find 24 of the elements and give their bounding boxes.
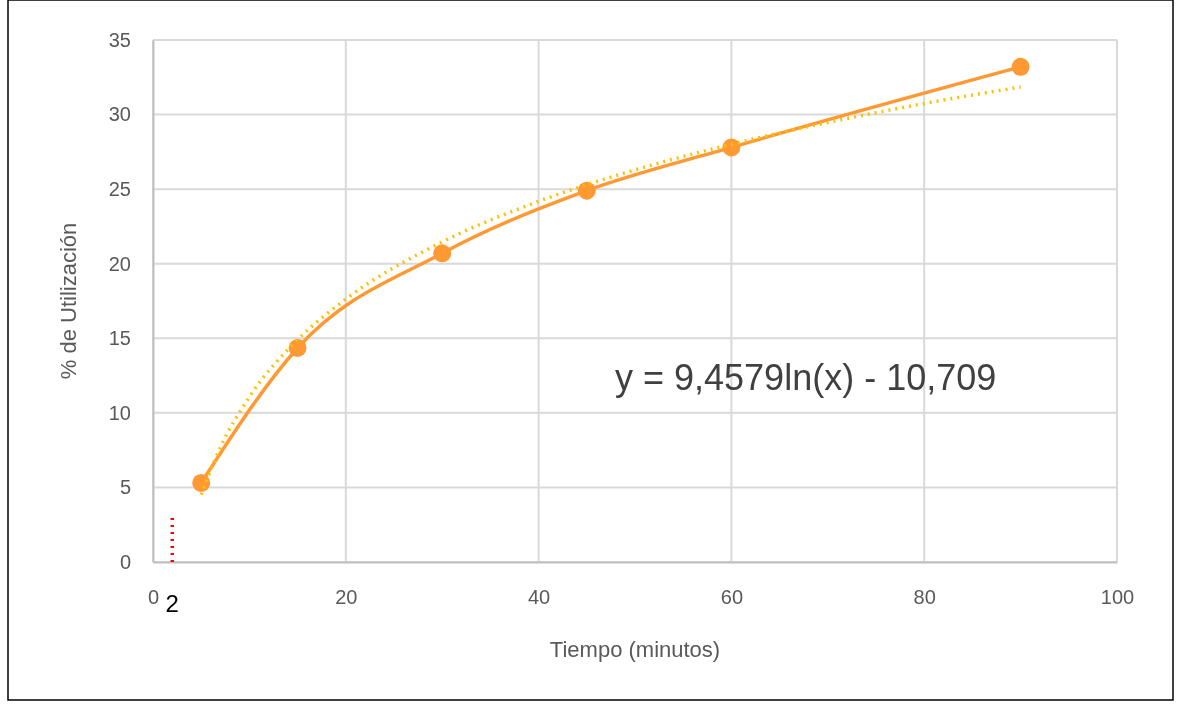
y-tick-label: 35 bbox=[108, 28, 131, 51]
y-tick-label: 30 bbox=[108, 103, 131, 126]
annotation: 2 bbox=[165, 590, 179, 617]
point bbox=[288, 338, 307, 357]
point bbox=[192, 473, 211, 492]
x-tick-label: 20 bbox=[335, 586, 358, 609]
y-tick-label: 5 bbox=[119, 476, 131, 499]
y-tick-label: 20 bbox=[108, 252, 131, 275]
y-tick-label: 10 bbox=[108, 401, 131, 424]
x-tick-label: 40 bbox=[527, 586, 551, 609]
point bbox=[722, 138, 741, 157]
x-tick-label: 60 bbox=[720, 586, 744, 609]
x-tick-label: 80 bbox=[913, 586, 936, 609]
x-axis-title: Tiempo (minutos) bbox=[549, 637, 721, 662]
y-tick-label: 25 bbox=[108, 178, 131, 201]
x-tick-label: 100 bbox=[1100, 586, 1135, 609]
point bbox=[577, 181, 596, 200]
point bbox=[1011, 57, 1030, 76]
annotation: y = 9,4579ln(x) - 10,709 bbox=[615, 357, 997, 398]
y-tick-label: 0 bbox=[119, 550, 131, 573]
point bbox=[433, 244, 452, 263]
y-axis-title: % de Utilización bbox=[56, 222, 81, 380]
x-tick-label: 0 bbox=[147, 586, 160, 609]
y-tick-label: 15 bbox=[108, 327, 131, 350]
